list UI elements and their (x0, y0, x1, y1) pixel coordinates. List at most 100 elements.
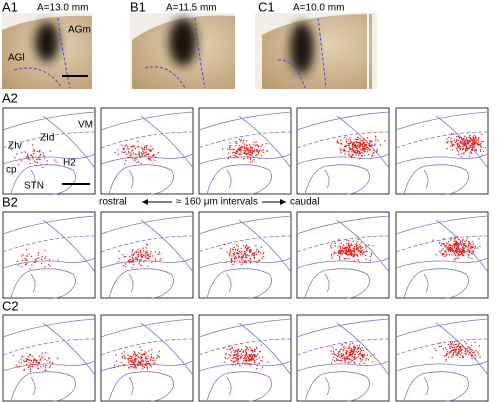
labeled-cell (32, 361, 35, 364)
labeled-cell (359, 245, 362, 247)
labeled-cell (245, 261, 247, 263)
labeled-cell (468, 148, 470, 150)
atlas-outline (108, 268, 174, 299)
labeled-cell (338, 250, 341, 252)
labeled-cell (456, 149, 459, 151)
labeled-cell (348, 258, 350, 260)
labeled-cell (441, 249, 443, 251)
labeled-cell (479, 150, 482, 152)
labeled-cell (450, 133, 453, 135)
labeled-cell (146, 366, 148, 368)
labeled-cell (452, 353, 454, 355)
labeled-cell (250, 149, 252, 152)
labeled-cell (477, 351, 479, 353)
labeled-cell (471, 241, 474, 243)
labeled-cell (149, 150, 151, 152)
labeled-cell (155, 357, 158, 359)
labeled-cell (240, 248, 242, 250)
atlas-outline (423, 376, 429, 396)
labeled-cell (25, 359, 28, 362)
labeled-cell (121, 151, 123, 153)
section (296, 314, 390, 402)
atlas-outline (2, 257, 96, 269)
labeled-cell (333, 360, 336, 363)
labeled-cell (372, 152, 375, 154)
labeled-cell (148, 148, 150, 151)
labeled-cell (250, 147, 252, 149)
labeled-cell (352, 352, 354, 354)
labeled-cell (353, 249, 355, 251)
labeled-cell (256, 154, 258, 156)
labeled-cell (245, 257, 247, 259)
labeled-cell (34, 261, 37, 264)
labeled-cell (12, 354, 15, 356)
labeled-cell (461, 345, 464, 347)
labeled-cell (472, 136, 475, 139)
labeled-cell (136, 161, 138, 164)
labeled-cell (139, 259, 141, 261)
labeled-cell (361, 252, 364, 254)
labeled-cell (26, 156, 28, 158)
labeled-cell (361, 139, 363, 142)
labeled-cell (132, 144, 134, 147)
labeled-cell (137, 145, 140, 147)
labeled-cell (37, 368, 40, 370)
labeled-cell (135, 158, 137, 160)
labeled-cell (152, 148, 154, 150)
labeled-cell (337, 352, 339, 354)
labeled-cell (371, 252, 373, 255)
labeled-cell (450, 137, 452, 139)
labeled-cell (353, 358, 356, 360)
labeled-cell (361, 154, 363, 157)
labeled-cell (261, 257, 263, 260)
labeled-cell (330, 253, 333, 255)
labeled-cell (475, 140, 477, 143)
labeled-cell (374, 135, 377, 137)
labeled-cell (340, 152, 342, 154)
labeled-cell (339, 256, 341, 258)
labeled-cell (150, 366, 152, 368)
labeled-cell (454, 238, 456, 240)
labeled-cell (254, 361, 256, 364)
labeled-cell (141, 359, 143, 361)
labeled-cell (337, 250, 339, 253)
labeled-cell (349, 349, 351, 352)
labeled-cell (227, 357, 229, 360)
labeled-cell (479, 356, 481, 358)
atlas-outline (198, 338, 292, 356)
labeled-cell (445, 358, 447, 360)
labeled-cell (32, 158, 34, 160)
labeled-cell (267, 361, 269, 363)
labeled-cell (252, 357, 255, 360)
labeled-cell (460, 244, 463, 246)
labeled-cell (148, 350, 150, 352)
section (198, 107, 292, 195)
labeled-cell (232, 360, 234, 362)
labeled-cell (448, 254, 451, 256)
labeled-cell (133, 252, 135, 255)
labeled-cell (250, 359, 253, 361)
labeled-cell (334, 354, 337, 356)
labeled-cell (132, 261, 134, 263)
labeled-cell (363, 353, 365, 356)
labeled-cell (231, 364, 234, 366)
labeled-cell (359, 347, 362, 350)
labeled-cell (253, 253, 256, 255)
labeled-cell (470, 243, 472, 246)
labeled-cell (39, 359, 41, 361)
labeled-cell (464, 347, 466, 350)
labeled-cell (155, 260, 157, 262)
labeled-cell (241, 253, 243, 255)
labeled-cell (442, 348, 444, 350)
labeled-cell (143, 146, 146, 149)
section-frame (395, 107, 489, 195)
labeled-cell (457, 245, 459, 247)
labeled-cell (351, 353, 353, 356)
labeled-cell (152, 255, 154, 257)
labeled-cell (358, 145, 361, 147)
labeled-cell (261, 150, 263, 152)
labeled-cell (24, 151, 26, 153)
labeled-cell (145, 153, 148, 156)
labeled-cell (473, 134, 476, 137)
labeled-cell (354, 357, 356, 359)
